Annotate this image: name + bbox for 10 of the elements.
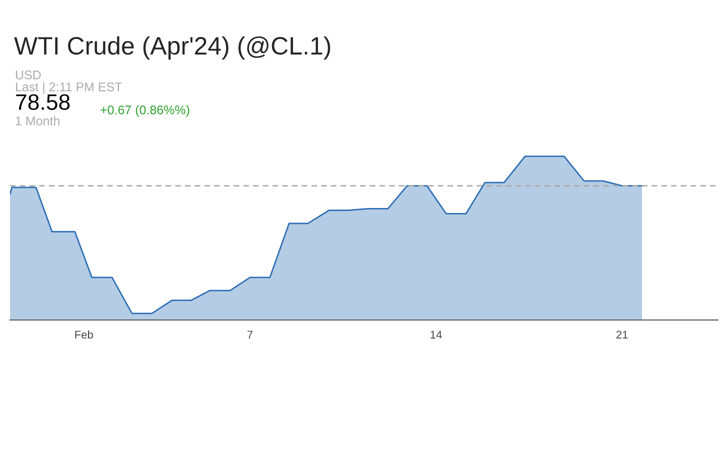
x-tick-label: 14 — [430, 330, 442, 338]
x-tick-label: Feb — [75, 330, 93, 339]
text: USD — [16, 70, 41, 80]
text: +0.67 (0.86%%) — [100, 105, 190, 117]
text: 78.58 — [16, 94, 70, 110]
text: 1 Month — [16, 116, 60, 126]
chart-title: WTI Crude (Apr'24) (@CL.1) — [14, 36, 330, 60]
x-tick-label: 7 — [247, 330, 253, 338]
x-tick-label: 21 — [616, 330, 628, 338]
text: Last | 2:11 PM EST — [16, 82, 122, 94]
